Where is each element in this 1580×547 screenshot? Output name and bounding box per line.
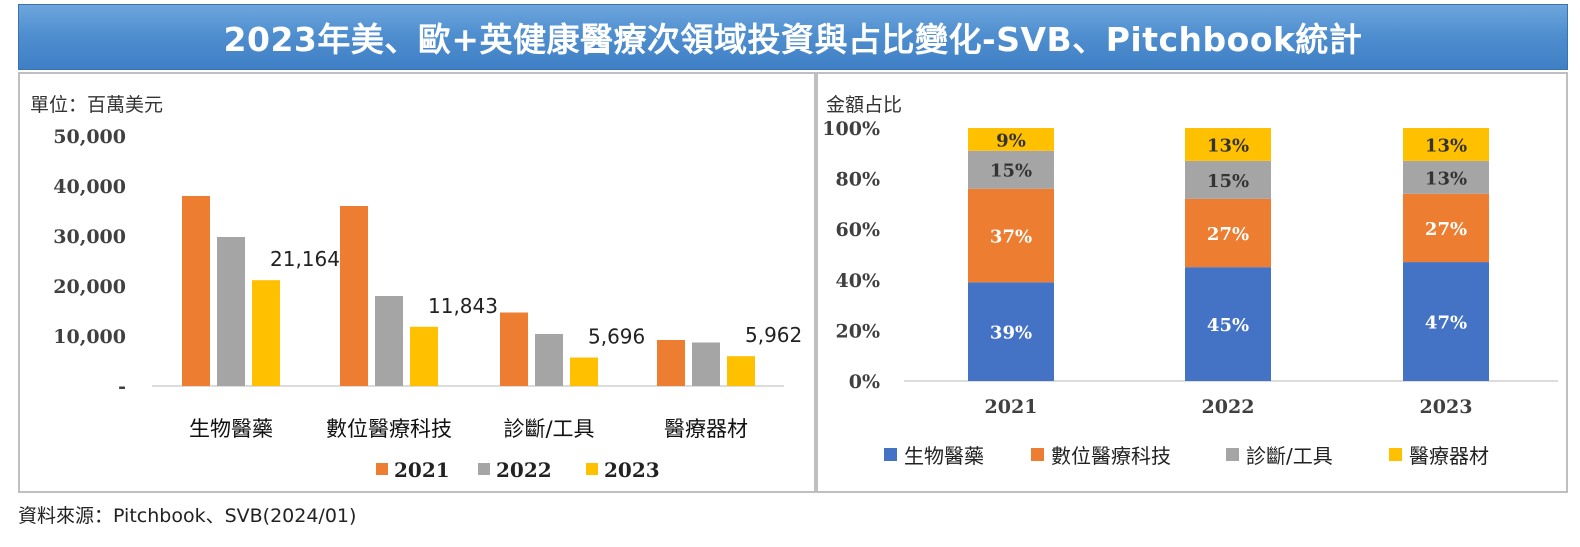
segment-label: 15% [990, 161, 1032, 182]
bar-2023 [410, 326, 438, 386]
left-chart-panel [18, 72, 816, 493]
y-tick-label: 0% [849, 371, 880, 393]
legend-label: 2023 [604, 458, 660, 482]
segment-label: 13% [1207, 135, 1249, 156]
unit-label: 單位：百萬美元 [30, 94, 164, 116]
bar-2022 [692, 342, 720, 386]
stack-segment [1403, 262, 1489, 381]
bar-2021 [340, 206, 368, 386]
segment-label: 27% [1207, 224, 1249, 245]
legend-label: 數位醫療科技 [1051, 444, 1171, 468]
segment-label: 13% [1425, 168, 1467, 189]
category-label: 生物醫藥 [189, 417, 273, 441]
stack-segment [1185, 198, 1271, 268]
legend-swatch-2023 [586, 463, 598, 475]
stack-segment [968, 150, 1054, 189]
legend-swatch [1031, 448, 1044, 461]
bar-2022 [535, 334, 563, 386]
segment-label: 39% [990, 323, 1032, 344]
legend-label: 醫療器材 [1409, 444, 1489, 468]
category-label: 診斷/工具 [503, 417, 594, 441]
stack-segment [1185, 160, 1271, 199]
legend-swatch-2021 [376, 463, 388, 475]
stack-segment [1403, 193, 1489, 263]
bar-2022 [375, 296, 403, 386]
segment-label: 13% [1425, 135, 1467, 156]
bar-2023 [727, 356, 755, 386]
stack-segment [1403, 160, 1489, 194]
stack-segment [968, 282, 1054, 381]
legend-swatch-2022 [478, 463, 490, 475]
stack-segment [1185, 267, 1271, 381]
page-title: 2023年美、歐+英健康醫療次領域投資與占比變化-SVB、Pitchbook統計 [223, 20, 1363, 59]
data-label: 21,164 [270, 247, 340, 271]
category-label: 醫療器材 [664, 417, 748, 441]
legend-swatch [1389, 448, 1402, 461]
y-tick-label: 10,000 [53, 326, 126, 348]
legend-label: 2022 [496, 458, 552, 482]
y-tick-label: 20,000 [53, 276, 126, 298]
segment-label: 45% [1207, 315, 1249, 336]
y-tick-label: - [118, 376, 126, 398]
bar-2023 [570, 357, 598, 386]
legend-label: 2021 [394, 458, 450, 482]
y-tick-label: 40,000 [53, 176, 126, 198]
y-tick-label: 60% [836, 219, 881, 241]
y-tick-label: 50,000 [53, 126, 126, 148]
data-label: 5,962 [745, 323, 802, 347]
legend-swatch [884, 448, 897, 461]
y-tick-label: 20% [836, 320, 881, 342]
bar-2021 [500, 312, 528, 386]
y-tick-label: 30,000 [53, 226, 126, 248]
y-tick-label: 40% [836, 270, 881, 292]
legend-label: 診斷/工具 [1246, 444, 1333, 468]
segment-label: 9% [996, 130, 1026, 151]
stack-segment [1185, 128, 1271, 161]
data-label: 5,696 [588, 325, 645, 349]
segment-label: 15% [1207, 171, 1249, 192]
bar-2023 [252, 280, 280, 386]
y-tick-label: 100% [822, 118, 880, 140]
stack-segment [968, 128, 1054, 151]
title-banner: 2023年美、歐+英健康醫療次領域投資與占比變化-SVB、Pitchbook統計 [18, 4, 1568, 70]
bar-2021 [182, 196, 210, 386]
segment-label: 37% [990, 227, 1032, 248]
bar-2021 [657, 340, 685, 386]
data-label: 11,843 [428, 294, 498, 318]
stack-segment [968, 188, 1054, 283]
legend-swatch [1226, 448, 1239, 461]
segment-label: 27% [1425, 219, 1467, 240]
bar-2022 [217, 237, 245, 386]
category-label: 2023 [1420, 396, 1473, 418]
segment-label: 47% [1425, 313, 1467, 334]
category-label: 數位醫療科技 [326, 417, 452, 441]
legend-label: 生物醫藥 [904, 444, 984, 468]
category-label: 2022 [1202, 396, 1255, 418]
y-tick-label: 80% [836, 169, 881, 191]
category-label: 2021 [985, 396, 1038, 418]
share-label: 金額占比 [826, 94, 903, 116]
stack-segment [1403, 128, 1489, 161]
source-note: 資料來源：Pitchbook、SVB(2024/01) [18, 505, 357, 527]
